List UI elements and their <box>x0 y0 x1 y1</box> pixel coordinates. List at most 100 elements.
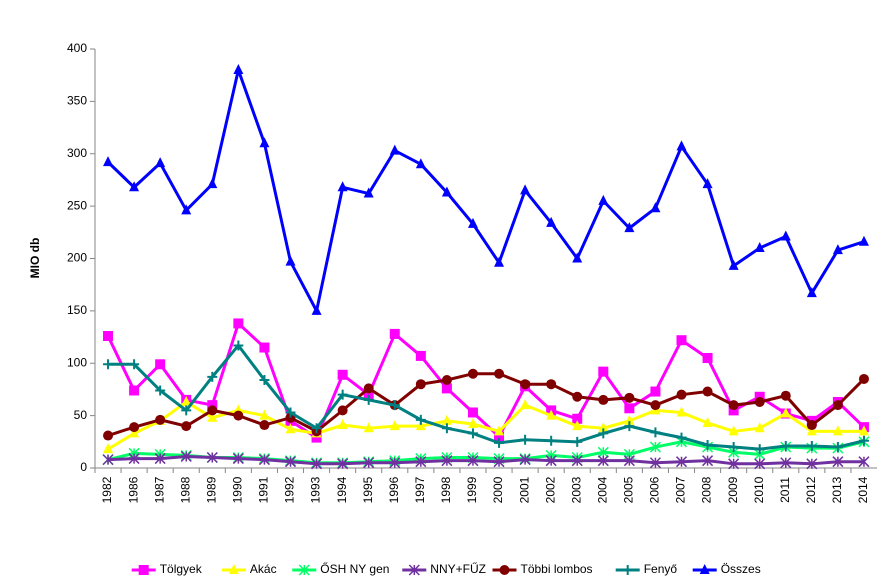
marker <box>728 425 739 436</box>
marker <box>363 389 374 400</box>
marker <box>259 409 270 420</box>
legend-label: NNY+FŰZ <box>430 561 486 576</box>
marker <box>649 441 661 453</box>
marker <box>520 379 531 390</box>
marker <box>207 405 218 416</box>
x-tick-label: 2004 <box>595 476 609 503</box>
marker <box>728 458 740 470</box>
legend-marker <box>622 565 633 575</box>
marker <box>650 400 661 411</box>
marker <box>728 405 739 416</box>
marker <box>285 407 296 418</box>
x-tick-label: 2012 <box>804 476 818 503</box>
marker <box>676 432 687 443</box>
marker <box>363 457 375 469</box>
marker <box>467 428 478 439</box>
x-tick-label: 1999 <box>465 476 479 503</box>
marker <box>129 359 140 370</box>
marker <box>493 456 505 468</box>
marker <box>598 194 609 205</box>
marker <box>572 252 583 263</box>
series-line <box>108 343 865 451</box>
marker <box>180 450 192 463</box>
marker <box>546 435 557 446</box>
marker <box>441 414 452 425</box>
marker <box>520 434 531 445</box>
marker <box>572 436 583 447</box>
marker <box>545 455 557 467</box>
x-tick-label: 2005 <box>622 476 636 503</box>
marker <box>103 331 114 342</box>
marker <box>520 184 531 195</box>
marker <box>520 399 531 410</box>
marker <box>206 451 218 464</box>
marker <box>858 235 869 246</box>
y-tick-label: 150 <box>67 303 87 317</box>
legend-label: Tölgyek <box>160 562 203 576</box>
y-tick-label: 350 <box>67 94 87 108</box>
x-tick-label: 1989 <box>204 476 218 503</box>
marker <box>650 202 661 213</box>
marker <box>441 455 453 467</box>
marker <box>832 244 843 255</box>
marker <box>415 414 426 425</box>
series-line <box>107 400 864 451</box>
x-tick-label: 1995 <box>361 476 375 503</box>
marker <box>415 158 426 169</box>
marker <box>624 403 635 414</box>
marker <box>389 420 400 431</box>
marker <box>546 216 557 227</box>
y-tick-label: 400 <box>67 41 87 55</box>
marker <box>702 386 713 397</box>
marker <box>103 156 114 167</box>
marker <box>858 456 870 468</box>
marker <box>572 413 583 424</box>
x-tick-label: 1994 <box>335 476 349 503</box>
marker <box>572 420 583 431</box>
marker <box>494 425 505 436</box>
x-tick-label: 1992 <box>283 476 297 503</box>
marker <box>858 435 869 446</box>
marker <box>597 455 609 467</box>
legend-label: Akác <box>250 562 277 576</box>
legend-label: Összes <box>721 562 761 576</box>
marker <box>702 455 714 467</box>
marker <box>441 423 452 434</box>
marker <box>624 414 635 425</box>
x-tick-label: 2014 <box>856 476 870 503</box>
marker <box>494 368 505 379</box>
marker <box>702 439 713 450</box>
x-tick-label: 2006 <box>648 476 662 503</box>
marker <box>284 456 297 468</box>
marker <box>285 423 296 434</box>
marker <box>155 157 166 168</box>
marker <box>467 217 478 228</box>
marker <box>832 456 844 468</box>
marker <box>337 458 349 470</box>
marker <box>728 442 739 453</box>
marker <box>780 407 791 418</box>
legend-label: Többi lombos <box>521 562 593 576</box>
marker <box>311 304 322 315</box>
y-tick-label: 300 <box>67 146 87 160</box>
marker <box>181 204 192 215</box>
marker <box>311 458 323 470</box>
legend-marker <box>499 565 510 575</box>
legend-marker <box>699 564 710 574</box>
marker <box>259 342 270 353</box>
y-axis-label: MIO db <box>28 238 42 279</box>
marker <box>754 242 765 253</box>
marker <box>780 441 791 452</box>
marker <box>624 392 635 403</box>
x-tick-label: 1996 <box>387 476 401 503</box>
marker <box>389 457 401 469</box>
marker <box>598 422 609 433</box>
y-tick-label: 200 <box>67 251 87 265</box>
x-tick-label: 2011 <box>778 477 792 503</box>
legend-item: Többi lombos <box>492 562 593 576</box>
marker <box>389 400 400 411</box>
marker <box>207 178 218 189</box>
legend-item: Tölgyek <box>131 562 203 576</box>
marker <box>571 455 583 467</box>
marker <box>650 427 661 438</box>
